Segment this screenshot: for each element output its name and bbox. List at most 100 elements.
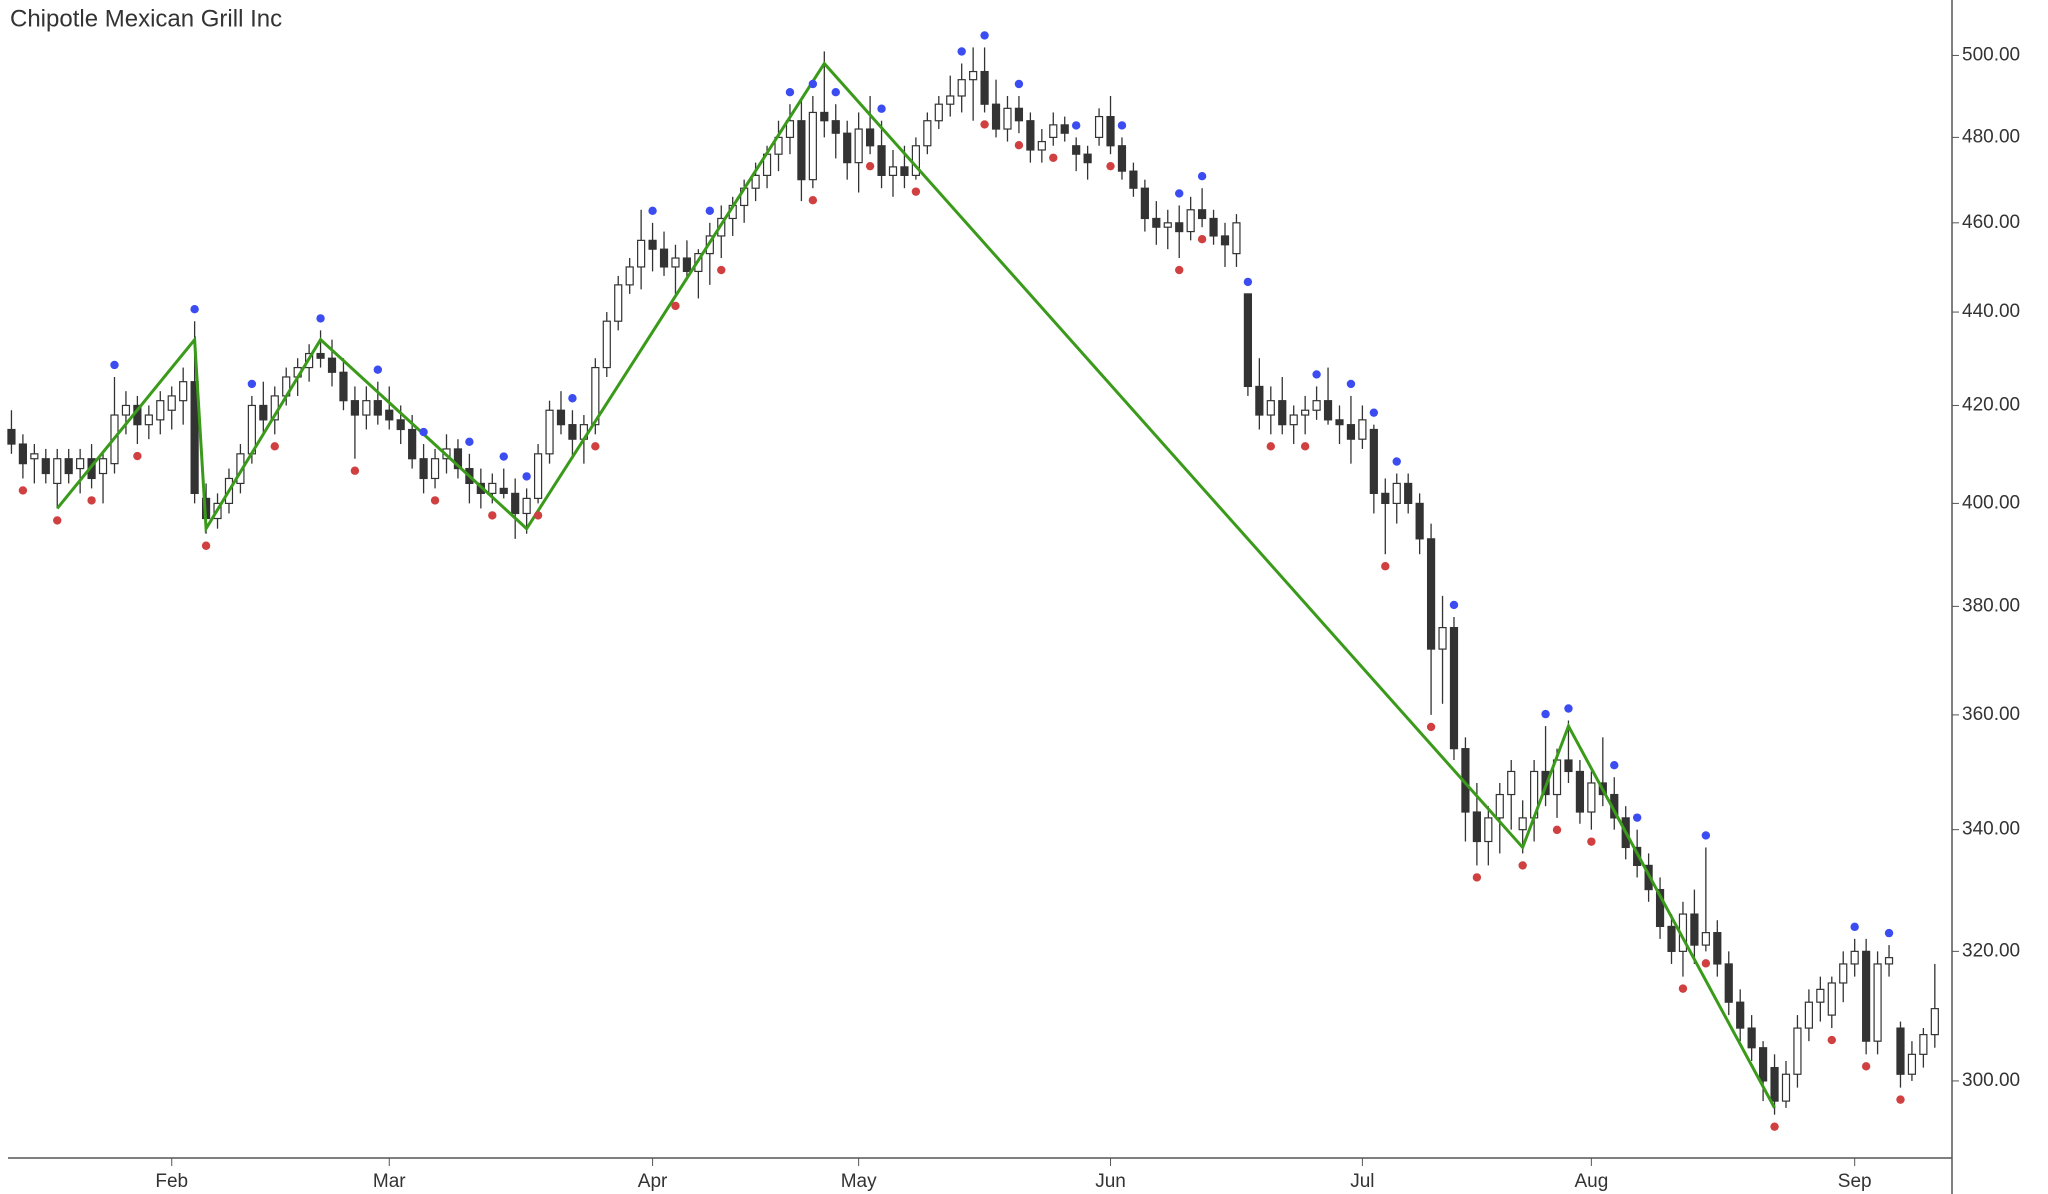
candle-body xyxy=(1426,538,1436,650)
candle-body xyxy=(877,145,886,176)
swing-high-dot xyxy=(831,88,840,97)
candle-body xyxy=(614,284,623,322)
candle-body xyxy=(7,428,16,445)
candle-body xyxy=(900,166,909,176)
swing-high-dot xyxy=(1701,831,1711,840)
swing-low-dot xyxy=(1472,873,1482,882)
swing-high-dot xyxy=(1243,277,1253,287)
swing-low-dot xyxy=(1770,1122,1779,1131)
x-tick-label: Jun xyxy=(1095,1171,1126,1192)
candle-body xyxy=(1392,482,1401,504)
swing-low-dot xyxy=(1049,153,1058,162)
candle-body xyxy=(1472,811,1481,843)
candle-body xyxy=(808,111,817,181)
candle-body xyxy=(179,381,188,402)
candle-body xyxy=(1816,988,1825,1003)
candle-body xyxy=(1312,400,1321,411)
y-tick-label: 500.00 xyxy=(1962,44,2020,65)
swing-low-dot xyxy=(1175,265,1184,275)
x-tick-label: Apr xyxy=(638,1171,668,1192)
swing-high-dot xyxy=(1071,121,1081,130)
candle-body xyxy=(419,458,428,480)
candle-body xyxy=(167,395,176,411)
candle-body xyxy=(1060,124,1069,134)
candle-body xyxy=(843,132,852,164)
candle-body xyxy=(591,366,600,426)
y-tick-label: 460.00 xyxy=(1962,212,2020,233)
candle-body xyxy=(1862,950,1871,1042)
candle-body xyxy=(1175,222,1184,233)
candle-body xyxy=(1827,982,1836,1016)
y-tick-label: 380.00 xyxy=(1962,595,2020,616)
swing-low-dot xyxy=(1426,722,1436,732)
swing-low-dot xyxy=(808,196,818,205)
candle-body xyxy=(259,404,268,421)
swing-low-dot xyxy=(1587,837,1596,846)
candle-body xyxy=(1289,414,1298,426)
candle-body xyxy=(41,458,50,475)
candle-body xyxy=(785,120,795,138)
y-tick-label: 440.00 xyxy=(1962,301,2020,322)
swing-low-dot xyxy=(1300,442,1310,451)
swing-high-dot xyxy=(465,437,474,447)
candle-body xyxy=(1232,222,1241,255)
candle-body xyxy=(1037,140,1046,151)
candle-body xyxy=(144,414,153,426)
candle-body xyxy=(1896,1027,1905,1075)
candle-body xyxy=(1770,1066,1779,1102)
x-tick-label: Aug xyxy=(1574,1171,1608,1192)
candle-body xyxy=(1495,793,1504,819)
candle-body xyxy=(1266,400,1275,416)
candle-body xyxy=(373,400,382,416)
chart-title: Chipotle Mexican Grill Inc xyxy=(10,5,282,32)
candle-body xyxy=(671,257,680,268)
candle-body xyxy=(751,174,760,189)
candle-body xyxy=(854,128,863,164)
swing-high-dot xyxy=(373,365,383,374)
candle-body xyxy=(1850,950,1859,965)
candle-body xyxy=(1381,492,1390,504)
candle-body xyxy=(1129,170,1138,189)
candle-body xyxy=(533,453,543,499)
swing-high-dot xyxy=(190,305,199,314)
swing-low-dot xyxy=(201,541,211,550)
candle-body xyxy=(1919,1034,1928,1055)
swing-high-dot xyxy=(1369,408,1379,417)
swing-low-dot xyxy=(1381,562,1390,571)
swing-high-dot xyxy=(1541,709,1550,719)
candle-body xyxy=(1003,107,1012,130)
swing-low-dot xyxy=(87,496,96,505)
swing-high-dot xyxy=(1117,121,1127,130)
swing-low-dot xyxy=(53,516,62,525)
candle-body xyxy=(1094,115,1104,138)
candle-body xyxy=(648,239,657,250)
candle-body xyxy=(76,458,85,470)
swing-low-dot xyxy=(1197,234,1207,244)
swing-high-dot xyxy=(1014,79,1024,89)
x-tick-label: Feb xyxy=(155,1171,188,1192)
candle-body xyxy=(1026,120,1035,151)
candle-body xyxy=(98,458,108,475)
y-tick-label: 300.00 xyxy=(1962,1070,2020,1091)
candle-body xyxy=(430,458,440,480)
y-tick-label: 340.00 xyxy=(1962,819,2020,840)
swing-low-dot xyxy=(1266,442,1276,451)
swing-high-dot xyxy=(1632,813,1642,822)
candle-body xyxy=(1140,187,1149,220)
y-tick-label: 400.00 xyxy=(1962,492,2020,513)
candle-body xyxy=(30,453,39,460)
swing-high-dot xyxy=(1346,379,1356,389)
swing-low-dot xyxy=(533,511,543,520)
candle-body xyxy=(64,458,73,475)
candle-body xyxy=(1449,627,1459,750)
swing-low-dot xyxy=(1518,861,1527,870)
swing-low-dot xyxy=(1678,984,1688,993)
candle-body xyxy=(1220,235,1230,246)
candle-body xyxy=(190,381,199,494)
swing-high-dot xyxy=(316,314,325,323)
candle-body xyxy=(1278,400,1287,426)
swing-high-dot xyxy=(568,394,577,403)
swing-low-dot xyxy=(1861,1062,1871,1071)
swing-high-dot xyxy=(1449,600,1459,610)
swing-low-dot xyxy=(1014,141,1024,150)
